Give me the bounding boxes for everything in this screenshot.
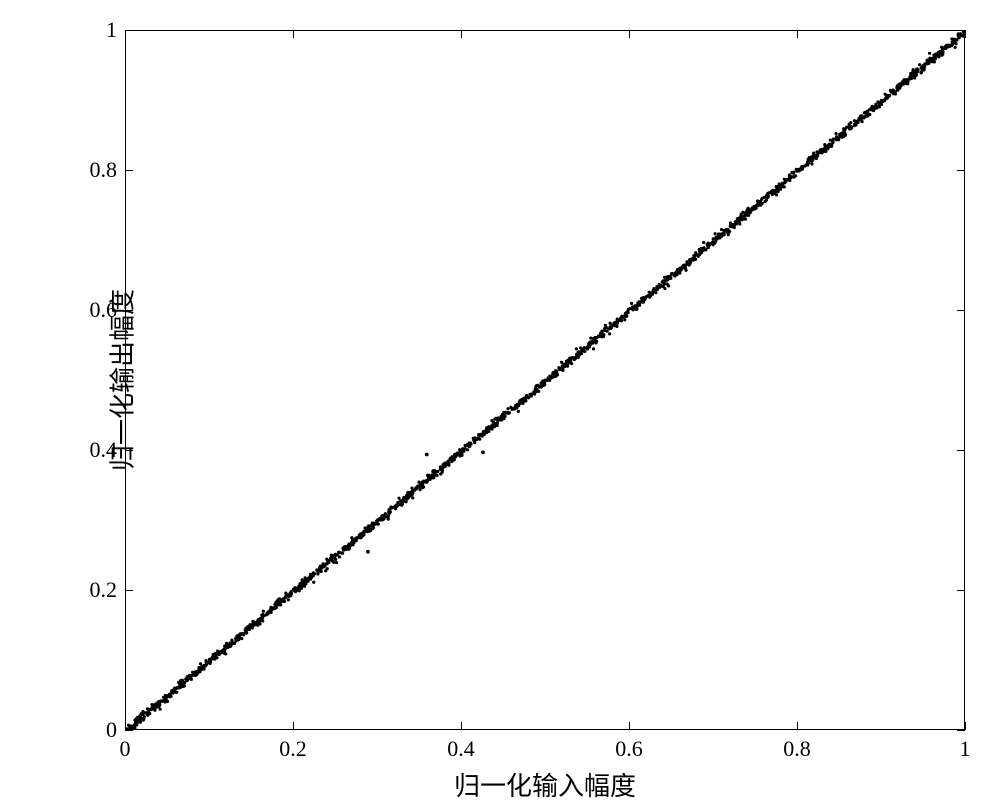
scatter-plot	[126, 31, 966, 731]
chart-container: 00.20.40.60.8100.20.40.60.81 归一化输入幅度 归一化…	[0, 0, 1000, 812]
y-tick-label: 0.2	[75, 577, 117, 603]
x-tick-label: 0.6	[615, 736, 643, 762]
y-tick-label: 0	[75, 717, 117, 743]
x-tick-label: 0.8	[783, 736, 811, 762]
x-tick-mark	[629, 722, 630, 730]
x-tick-mark-top	[965, 30, 966, 38]
y-tick-mark	[125, 730, 133, 731]
y-tick-mark	[125, 170, 133, 171]
plot-area	[125, 30, 965, 730]
x-tick-mark-top	[461, 30, 462, 38]
x-tick-mark-top	[125, 30, 126, 38]
y-tick-label: 0.8	[75, 157, 117, 183]
x-tick-mark	[461, 722, 462, 730]
x-tick-mark-top	[629, 30, 630, 38]
x-axis-label: 归一化输入幅度	[454, 766, 636, 803]
x-tick-mark	[293, 722, 294, 730]
y-tick-label: 1	[75, 17, 117, 43]
x-tick-mark	[797, 722, 798, 730]
y-tick-mark-right	[957, 590, 965, 591]
x-tick-label: 1	[960, 736, 971, 762]
x-tick-mark-top	[293, 30, 294, 38]
y-tick-mark	[125, 590, 133, 591]
y-tick-mark	[125, 30, 133, 31]
x-tick-label: 0	[120, 736, 131, 762]
y-axis-label: 归一化输出幅度	[103, 289, 140, 471]
y-tick-mark-right	[957, 730, 965, 731]
y-tick-mark-right	[957, 310, 965, 311]
x-tick-label: 0.2	[279, 736, 307, 762]
x-tick-mark-top	[797, 30, 798, 38]
y-tick-mark-right	[957, 30, 965, 31]
y-tick-mark-right	[957, 450, 965, 451]
x-tick-label: 0.4	[447, 736, 475, 762]
y-tick-mark-right	[957, 170, 965, 171]
